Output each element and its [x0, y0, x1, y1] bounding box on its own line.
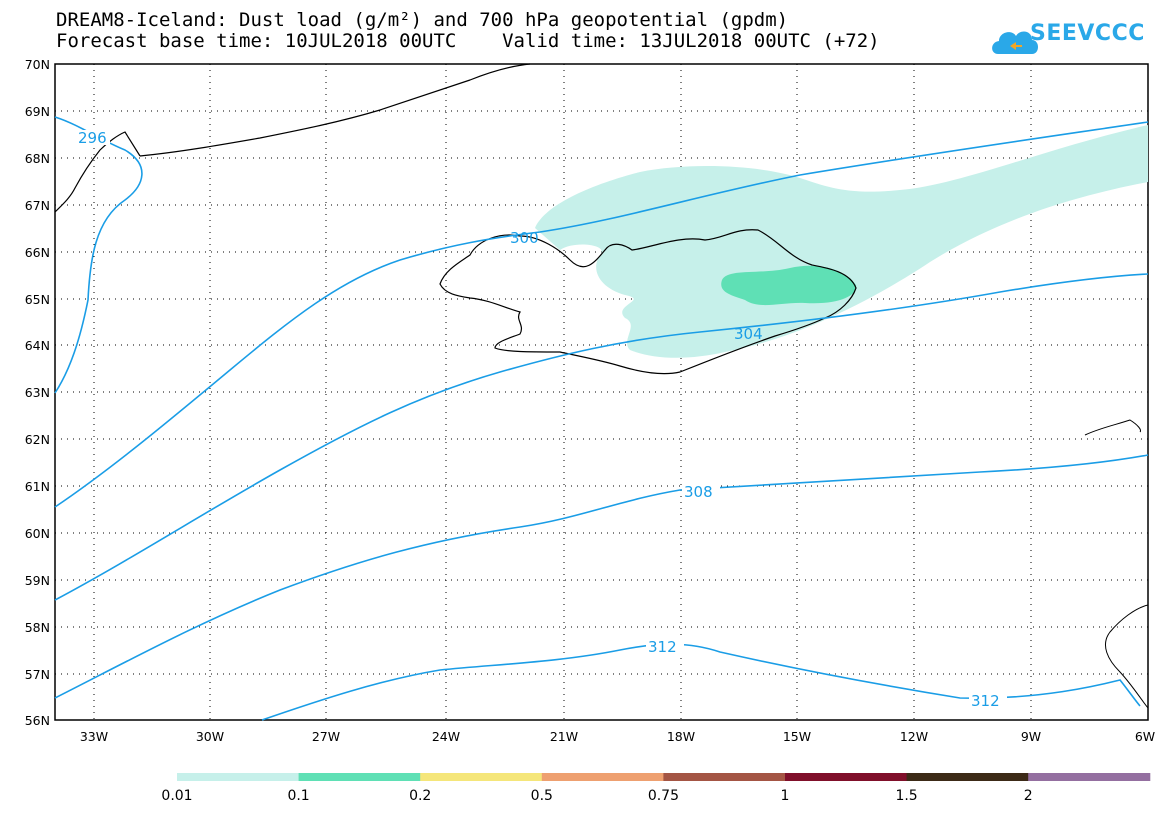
svg-text:33W: 33W [80, 729, 108, 744]
geopotential-contours [54, 116, 1149, 721]
map-title: DREAM8-Iceland: Dust load (g/m²) and 700… [56, 9, 789, 31]
contour-304 [54, 273, 1149, 601]
contour-312 [261, 643, 1141, 721]
svg-text:27W: 27W [312, 729, 340, 744]
svg-text:70N: 70N [25, 57, 50, 72]
longitude-labels: 33W 30W 27W 24W 21W 18W 15W 12W 9W 6W [80, 729, 1155, 744]
greenland-coastline [139, 63, 531, 157]
svg-text:66N: 66N [25, 245, 50, 260]
svg-text:15W: 15W [783, 729, 811, 744]
svg-text:56N: 56N [25, 713, 50, 728]
faroe-islands [1084, 419, 1141, 436]
svg-text:63N: 63N [25, 385, 50, 400]
contour-300 [54, 121, 1149, 508]
svg-text:69N: 69N [25, 104, 50, 119]
contour-296 [54, 116, 143, 394]
svg-text:58N: 58N [25, 620, 50, 635]
logo-text: SEEVCCC [1030, 21, 1145, 46]
svg-text:12W: 12W [900, 729, 928, 744]
contour-labels: 296 300 304 308 312 312 [76, 129, 1007, 710]
grid-lines [55, 64, 1148, 720]
svg-text:57N: 57N [25, 667, 50, 682]
svg-text:65N: 65N [25, 292, 50, 307]
svg-text:21W: 21W [550, 729, 578, 744]
cloud-logo-icon [992, 31, 1038, 54]
svg-text:67N: 67N [25, 198, 50, 213]
contour-308 [54, 454, 1149, 699]
scotland-coastline [1105, 604, 1149, 709]
svg-text:18W: 18W [667, 729, 695, 744]
svg-text:62N: 62N [25, 432, 50, 447]
dust-load-low-area [535, 125, 1148, 358]
contour-label-308: 308 [684, 483, 713, 501]
svg-text:64N: 64N [25, 338, 50, 353]
svg-text:61N: 61N [25, 479, 50, 494]
iceland-coastline [439, 229, 857, 375]
contour-label-312-a: 312 [648, 638, 677, 656]
map-subtitle: Forecast base time: 10JUL2018 00UTC Vali… [56, 30, 880, 52]
greenland-coastline-west [54, 131, 141, 213]
contour-label-312-b: 312 [971, 692, 1000, 710]
svg-text:24W: 24W [432, 729, 460, 744]
svg-text:59N: 59N [25, 573, 50, 588]
svg-text:30W: 30W [196, 729, 224, 744]
svg-text:60N: 60N [25, 526, 50, 541]
svg-text:68N: 68N [25, 151, 50, 166]
contour-label-304: 304 [734, 325, 763, 343]
contour-label-296: 296 [78, 129, 107, 147]
contour-label-300: 300 [510, 229, 539, 247]
svg-text:9W: 9W [1021, 729, 1041, 744]
latitude-labels: 70N 69N 68N 67N 66N 65N 64N 63N 62N 61N … [25, 57, 50, 728]
svg-text:6W: 6W [1135, 729, 1155, 744]
dust-load-medium-area [721, 265, 857, 306]
